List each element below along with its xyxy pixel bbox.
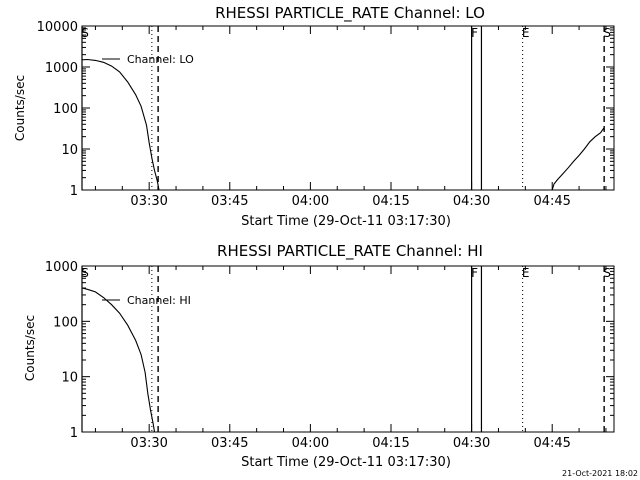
y-axis-label: Counts/sec bbox=[13, 75, 27, 141]
axis-ticks: 03:30 03:45 04:00 04:15 04:30 04:45 1 10 100 1000 bbox=[45, 260, 614, 451]
y-tick-label: 1 bbox=[70, 426, 78, 441]
hi-channel-panel: RHESSI PARTICLE_RATE Channel: HI Start T… bbox=[23, 242, 615, 470]
x-tick-label: 04:30 bbox=[453, 194, 490, 209]
event-marker-label: S bbox=[81, 26, 89, 40]
series-line bbox=[81, 287, 156, 433]
event-marker-label: E bbox=[522, 26, 530, 40]
event-marker-label: E bbox=[522, 266, 530, 280]
series-line bbox=[551, 127, 605, 191]
y-tick-label: 100 bbox=[53, 315, 78, 330]
legend-label: Channel: LO bbox=[127, 53, 194, 66]
x-tick-label: 03:45 bbox=[211, 436, 248, 451]
y-tick-label: 100 bbox=[53, 102, 78, 117]
y-tick-label: 1 bbox=[70, 184, 78, 199]
data-series bbox=[81, 287, 156, 433]
y-tick-label: 10 bbox=[61, 371, 78, 386]
x-tick-label: 04:00 bbox=[292, 436, 329, 451]
footer-timestamp: 21-Oct-2021 18:02 bbox=[562, 469, 638, 478]
y-tick-label: 10 bbox=[61, 143, 78, 158]
event-marker-label: S bbox=[81, 266, 89, 280]
x-axis-label: Start Time (29-Oct-11 03:17:30) bbox=[241, 214, 451, 229]
event-marker-label: F bbox=[471, 26, 478, 40]
y-tick-label: 1000 bbox=[45, 61, 78, 76]
y-tick-label: 10000 bbox=[37, 20, 78, 35]
x-tick-label: 04:15 bbox=[372, 436, 409, 451]
y-axis-label: Counts/sec bbox=[23, 315, 37, 381]
x-tick-label: 03:30 bbox=[130, 436, 167, 451]
x-tick-label: 03:45 bbox=[211, 194, 248, 209]
event-marker-label: F bbox=[471, 266, 478, 280]
chart-title: RHESSI PARTICLE_RATE Channel: HI bbox=[217, 242, 483, 261]
plot-frame bbox=[81, 265, 615, 433]
x-axis-label: Start Time (29-Oct-11 03:17:30) bbox=[241, 455, 451, 470]
plot-frame bbox=[81, 25, 615, 191]
x-tick-label: 03:30 bbox=[130, 194, 167, 209]
lo-channel-panel: RHESSI PARTICLE_RATE Channel: LO Start T… bbox=[13, 4, 615, 229]
x-tick-label: 04:00 bbox=[292, 194, 329, 209]
chart-title: RHESSI PARTICLE_RATE Channel: LO bbox=[215, 4, 485, 23]
x-tick-label: 04:30 bbox=[453, 436, 490, 451]
series-line bbox=[81, 58, 160, 191]
data-series bbox=[81, 58, 605, 191]
legend-label: Channel: HI bbox=[127, 294, 191, 307]
legend: Channel: LO bbox=[102, 53, 194, 66]
axis-ticks: 03:30 03:45 04:00 04:15 04:30 04:45 1 10 100 1000… bbox=[37, 20, 614, 209]
x-tick-label: 04:45 bbox=[533, 194, 570, 209]
legend: Channel: HI bbox=[102, 294, 191, 307]
x-tick-label: 04:45 bbox=[533, 436, 570, 451]
x-tick-label: 04:15 bbox=[372, 194, 409, 209]
event-marker-label: S bbox=[603, 26, 611, 40]
y-tick-label: 1000 bbox=[45, 260, 78, 275]
event-marker-label: S bbox=[603, 266, 611, 280]
